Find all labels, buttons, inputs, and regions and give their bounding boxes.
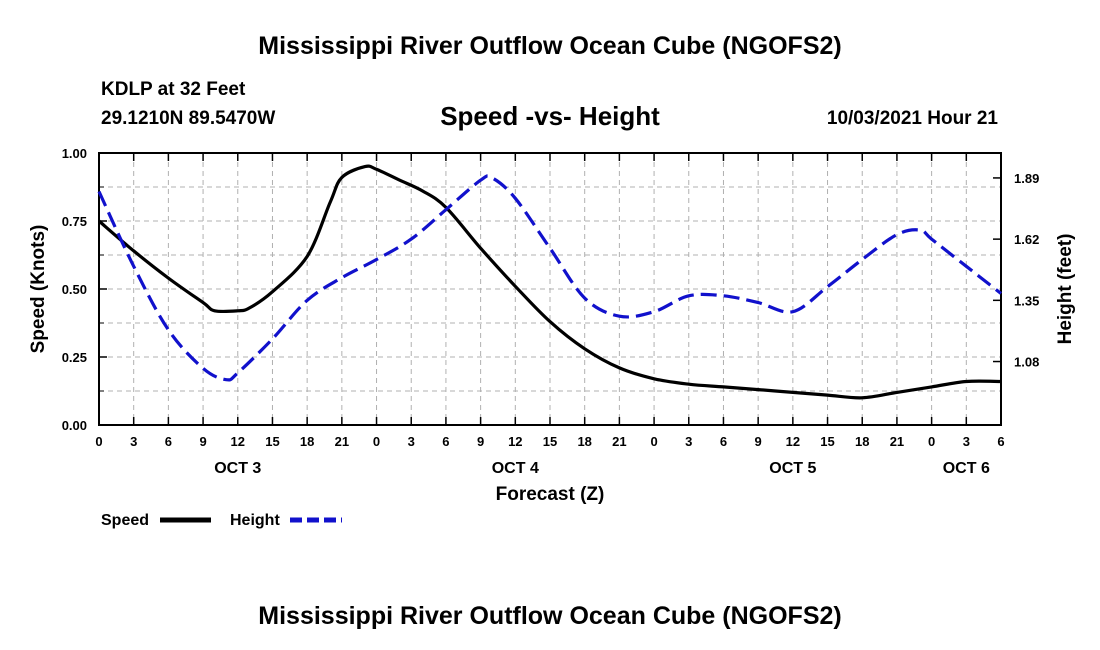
x-tick-label: 3 — [408, 434, 415, 449]
y2-tick-label: 1.89 — [1014, 171, 1039, 186]
x-tick-label: 3 — [963, 434, 970, 449]
footer-title: Mississippi River Outflow Ocean Cube (NG… — [258, 602, 841, 630]
x-tick-label: 6 — [165, 434, 172, 449]
datetime-label: 10/03/2021 Hour 21 — [827, 108, 999, 129]
x-tick-label: 18 — [577, 434, 591, 449]
x-tick-label: 15 — [265, 434, 279, 449]
x-tick-label: 21 — [335, 434, 349, 449]
y2-tick-label: 1.08 — [1014, 355, 1039, 370]
y2-axis-label: Height (feet) — [1055, 234, 1076, 345]
x-tick-label: 21 — [612, 434, 626, 449]
legend-height-label: Height — [230, 512, 280, 529]
x-tick-label: 0 — [95, 434, 102, 449]
x-day-label: OCT 6 — [943, 460, 990, 477]
height-series-line — [97, 174, 1002, 382]
x-tick-label: 9 — [199, 434, 206, 449]
x-tick-label: 0 — [928, 434, 935, 449]
x-tick-label: 15 — [543, 434, 557, 449]
x-tick-label: 0 — [650, 434, 657, 449]
x-tick-label: 6 — [720, 434, 727, 449]
x-tick-label: 12 — [508, 434, 522, 449]
y-tick-label: 0.25 — [62, 350, 87, 365]
x-day-label: OCT 3 — [214, 460, 261, 477]
chart-title: Mississippi River Outflow Ocean Cube (NG… — [258, 32, 841, 60]
station-label: KDLP at 32 Feet — [101, 79, 246, 100]
y-tick-label: 0.75 — [62, 214, 87, 229]
x-tick-label: 6 — [442, 434, 449, 449]
x-tick-label: 0 — [373, 434, 380, 449]
x-tick-label: 15 — [820, 434, 834, 449]
x-tick-label: 18 — [300, 434, 314, 449]
x-axis: 0 3 6 9 12 15 18 21 0 3 6 9 12 15 18 21 0 3 6 9 12 15 18 21 0 3 6O… — [95, 153, 1005, 477]
x-tick-label: 18 — [855, 434, 869, 449]
y2-tick-label: 1.62 — [1014, 232, 1039, 247]
x-axis-label: Forecast (Z) — [496, 484, 605, 505]
x-tick-label: 6 — [997, 434, 1004, 449]
y-tick-label: 0.50 — [62, 282, 87, 297]
y-axis-label: Speed (Knots) — [28, 225, 49, 354]
legend: Speed Height — [101, 512, 342, 529]
x-tick-label: 3 — [685, 434, 692, 449]
x-tick-label: 3 — [130, 434, 137, 449]
y-tick-label: 0.00 — [62, 418, 87, 433]
x-tick-label: 12 — [786, 434, 800, 449]
x-tick-label: 12 — [231, 434, 245, 449]
legend-speed-label: Speed — [101, 512, 149, 529]
series-group — [97, 164, 1002, 400]
x-tick-label: 9 — [755, 434, 762, 449]
chart-subtitle: Speed -vs- Height — [440, 101, 660, 131]
x-tick-label: 21 — [890, 434, 904, 449]
x-day-label: OCT 4 — [492, 460, 539, 477]
x-day-label: OCT 5 — [769, 460, 816, 477]
speed-series-line — [97, 164, 1002, 400]
y2-tick-label: 1.35 — [1014, 293, 1039, 308]
coordinates-label: 29.1210N 89.5470W — [101, 108, 275, 129]
grid — [99, 153, 1001, 425]
y-axis-right: 1.08 1.35 1.62 1.89 — [993, 171, 1039, 370]
x-tick-label: 9 — [477, 434, 484, 449]
y-axis-left: 0.00 0.25 0.50 0.75 1.00 — [62, 146, 107, 433]
y-tick-label: 1.00 — [62, 146, 87, 161]
